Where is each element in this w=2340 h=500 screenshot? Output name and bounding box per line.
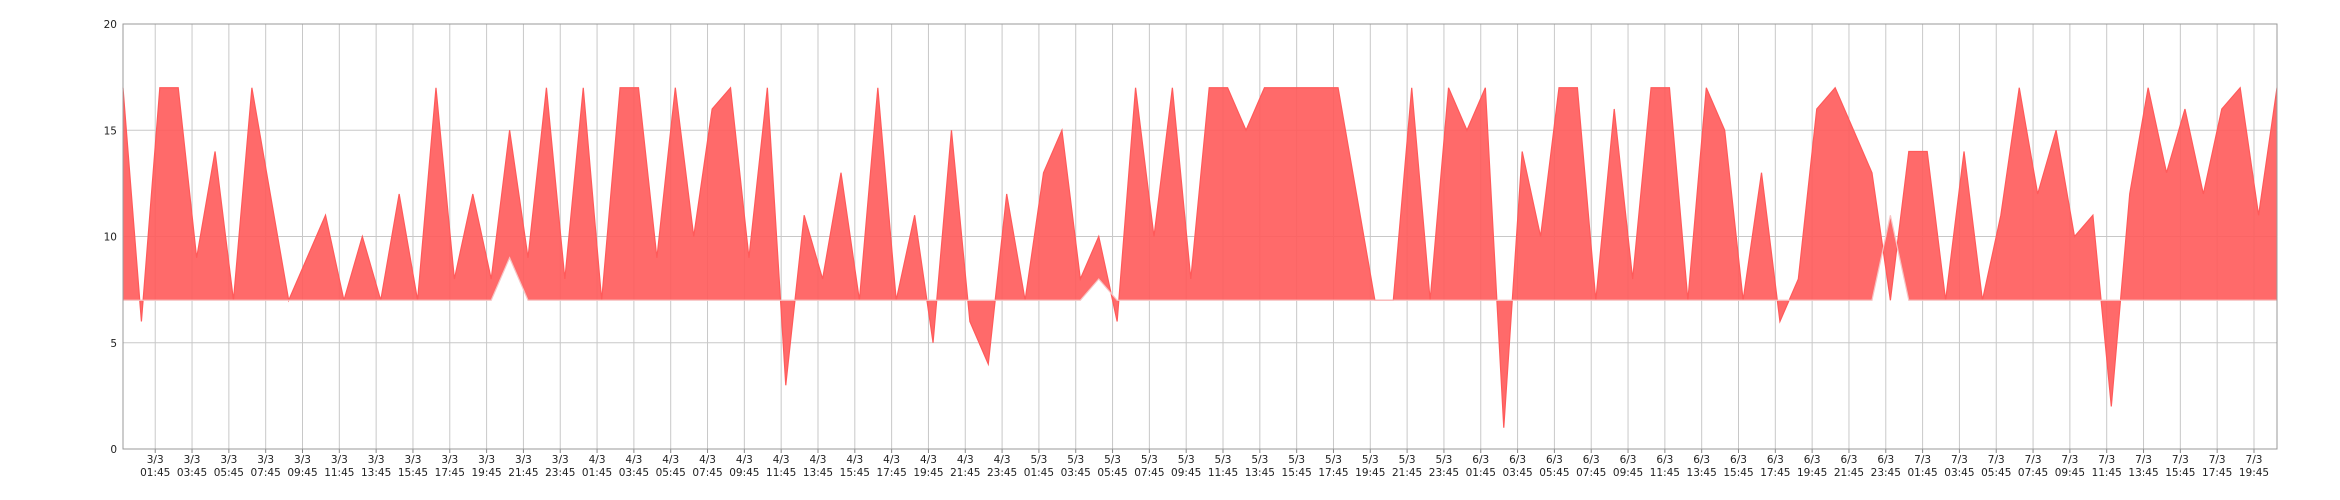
x-tick-label: 3/3 03:45 [177,454,207,479]
x-tick-label: 5/3 11:45 [1208,454,1238,479]
x-tick-label: 6/3 13:45 [1687,454,1717,479]
x-tick-label: 5/3 07:45 [1134,454,1164,479]
x-tick-label: 4/3 03:45 [619,454,649,479]
x-tick-label: 7/3 07:45 [2018,454,2048,479]
x-tick-label: 7/3 19:45 [2239,454,2269,479]
x-tick-label: 3/3 11:45 [324,454,354,479]
x-tick-label: 6/3 19:45 [1797,454,1827,479]
x-tick-label: 4/3 09:45 [729,454,759,479]
x-tick-label: 6/3 21:45 [1834,454,1864,479]
x-tick-label: 4/3 17:45 [876,454,906,479]
x-tick-label: 3/3 05:45 [214,454,244,479]
x-tick-label: 7/3 15:45 [2165,454,2195,479]
x-tick-label: 6/3 17:45 [1760,454,1790,479]
x-tick-label: 5/3 05:45 [1097,454,1127,479]
x-tick-label: 6/3 15:45 [1723,454,1753,479]
x-tick-label: 5/3 09:45 [1171,454,1201,479]
x-tick-label: 5/3 03:45 [1061,454,1091,479]
x-tick-label: 3/3 09:45 [287,454,317,479]
x-tick-label: 4/3 13:45 [803,454,833,479]
x-tick-label: 4/3 11:45 [766,454,796,479]
x-tick-label: 4/3 23:45 [987,454,1017,479]
x-tick-label: 6/3 03:45 [1502,454,1532,479]
x-tick-label: 7/3 01:45 [1907,454,1937,479]
x-tick-label: 7/3 17:45 [2202,454,2232,479]
x-tick-label: 3/3 15:45 [398,454,428,479]
x-tick-label: 6/3 11:45 [1650,454,1680,479]
y-tick-label: 5 [110,338,117,350]
y-tick-label: 0 [110,444,117,456]
x-tick-label: 7/3 03:45 [1944,454,1974,479]
x-tick-label: 5/3 17:45 [1318,454,1348,479]
x-tick-label: 5/3 21:45 [1392,454,1422,479]
band-fill [123,87,2277,428]
x-tick-label: 3/3 23:45 [545,454,575,479]
x-tick-label: 3/3 01:45 [140,454,170,479]
x-tick-label: 6/3 23:45 [1871,454,1901,479]
y-tick-label: 20 [104,19,117,31]
x-tick-label: 5/3 15:45 [1282,454,1312,479]
x-tick-label: 6/3 05:45 [1539,454,1569,479]
series-line [123,215,2277,301]
series-line [122,86,2278,428]
x-tick-label: 5/3 19:45 [1355,454,1385,479]
x-tick-label: 5/3 01:45 [1024,454,1054,479]
x-tick-label: 7/3 11:45 [2092,454,2122,479]
x-tick-label: 7/3 09:45 [2055,454,2085,479]
x-tick-label: 5/3 13:45 [1245,454,1275,479]
x-tick-label: 4/3 15:45 [840,454,870,479]
x-tick-label: 4/3 21:45 [950,454,980,479]
x-tick-label: 5/3 23:45 [1429,454,1459,479]
x-tick-label: 6/3 07:45 [1576,454,1606,479]
x-tick-label: 4/3 07:45 [692,454,722,479]
x-tick-label: 4/3 19:45 [913,454,943,479]
y-tick-label: 10 [104,232,117,244]
x-tick-label: 6/3 09:45 [1613,454,1643,479]
x-tick-label: 3/3 21:45 [508,454,538,479]
x-tick-label: 4/3 01:45 [582,454,612,479]
x-tick-label: 3/3 07:45 [251,454,281,479]
plot-frame [122,23,2278,450]
x-tick-label: 4/3 05:45 [656,454,686,479]
x-tick-label: 3/3 19:45 [471,454,501,479]
x-tick-label: 7/3 05:45 [1981,454,2011,479]
x-tick-label: 7/3 13:45 [2128,454,2158,479]
x-tick-label: 3/3 13:45 [361,454,391,479]
x-tick-label: 6/3 01:45 [1466,454,1496,479]
x-tick-label: 3/3 17:45 [435,454,465,479]
y-tick-label: 15 [104,125,117,137]
